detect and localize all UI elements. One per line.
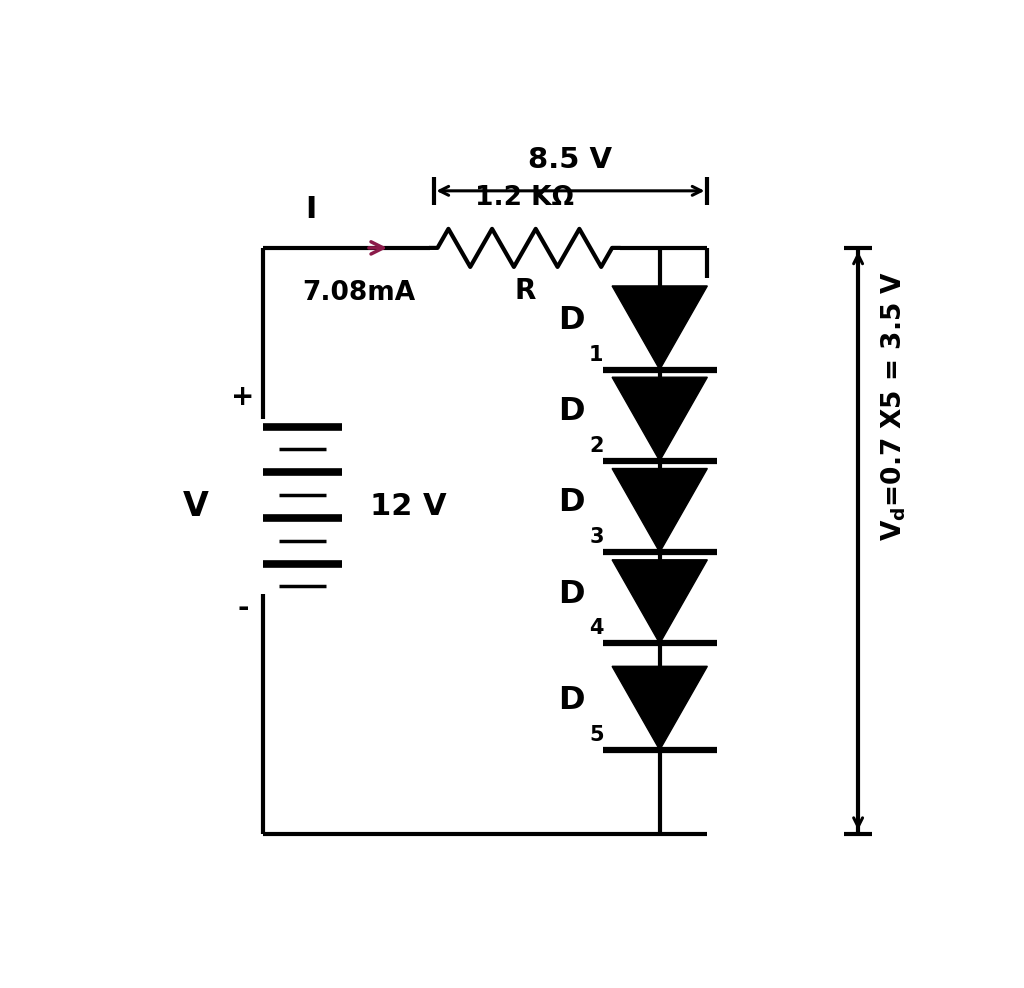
Polygon shape bbox=[612, 560, 708, 643]
Text: 2: 2 bbox=[589, 436, 603, 455]
Text: D: D bbox=[558, 396, 585, 427]
Polygon shape bbox=[612, 377, 708, 461]
Polygon shape bbox=[612, 286, 708, 370]
Text: R: R bbox=[514, 277, 536, 305]
Text: 3: 3 bbox=[589, 527, 603, 547]
Text: D: D bbox=[558, 304, 585, 336]
Polygon shape bbox=[612, 468, 708, 552]
Text: V: V bbox=[182, 490, 209, 523]
Text: I: I bbox=[305, 195, 316, 223]
Text: 8.5 V: 8.5 V bbox=[528, 146, 612, 174]
Text: 1.2 KΩ: 1.2 KΩ bbox=[475, 186, 574, 211]
Text: 12 V: 12 V bbox=[370, 492, 446, 521]
Text: 1: 1 bbox=[589, 345, 603, 365]
Text: 7.08mA: 7.08mA bbox=[303, 280, 416, 306]
Text: $\mathbf{V_d}$=0.7 X5 = 3.5 V: $\mathbf{V_d}$=0.7 X5 = 3.5 V bbox=[880, 271, 908, 540]
Text: 5: 5 bbox=[589, 725, 604, 745]
Text: D: D bbox=[558, 685, 585, 716]
Text: +: + bbox=[231, 383, 255, 411]
Polygon shape bbox=[612, 666, 708, 750]
Text: D: D bbox=[558, 579, 585, 610]
Text: 4: 4 bbox=[589, 618, 603, 638]
Text: D: D bbox=[558, 487, 585, 519]
Text: -: - bbox=[238, 594, 249, 622]
